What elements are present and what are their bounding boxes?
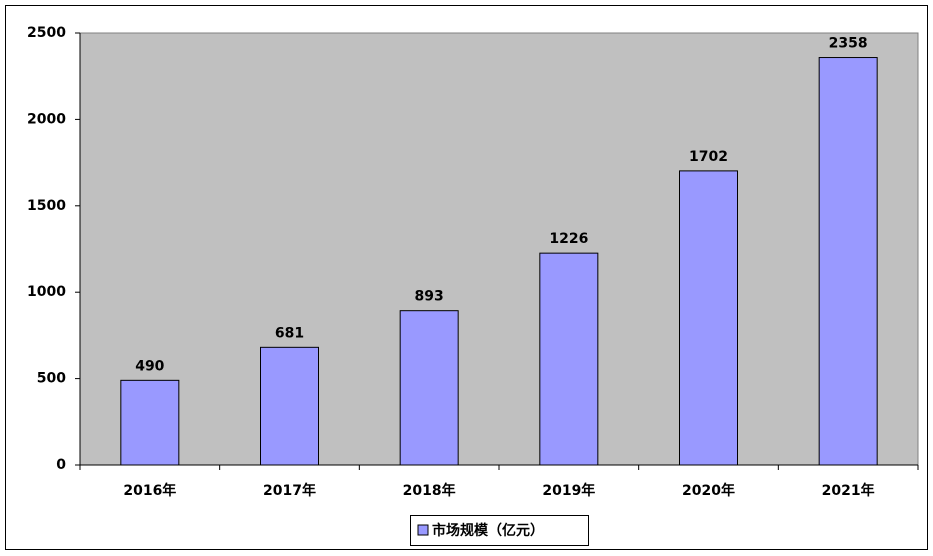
data-label: 2358 [829, 36, 868, 52]
x-tick-label: 2020年 [682, 482, 735, 499]
legend-label: 市场规模（亿元） [432, 522, 544, 539]
data-label: 1702 [689, 149, 728, 165]
y-tick-label: 2000 [27, 111, 66, 127]
y-tick-label: 1000 [27, 284, 66, 300]
legend-swatch [417, 524, 429, 536]
bar [539, 252, 599, 466]
data-label: 490 [135, 358, 164, 374]
plot-area [79, 32, 919, 466]
x-tick-label: 2016年 [123, 482, 176, 499]
bar [399, 310, 459, 466]
y-tick-label: 0 [56, 457, 66, 473]
data-label: 1226 [549, 231, 588, 247]
y-tick-label: 500 [37, 371, 66, 387]
x-tick-label: 2018年 [403, 482, 456, 499]
bar [679, 170, 738, 466]
y-tick-label: 1500 [27, 198, 66, 214]
data-label: 893 [415, 289, 444, 305]
bar [260, 346, 319, 466]
x-tick-label: 2019年 [542, 482, 595, 499]
legend-box [410, 515, 589, 546]
x-tick-label: 2017年 [263, 482, 316, 499]
x-tick-label: 2021年 [822, 482, 875, 499]
data-label: 681 [275, 325, 304, 341]
bar [818, 57, 878, 466]
y-tick-label: 2500 [27, 25, 66, 41]
bar [120, 379, 180, 466]
